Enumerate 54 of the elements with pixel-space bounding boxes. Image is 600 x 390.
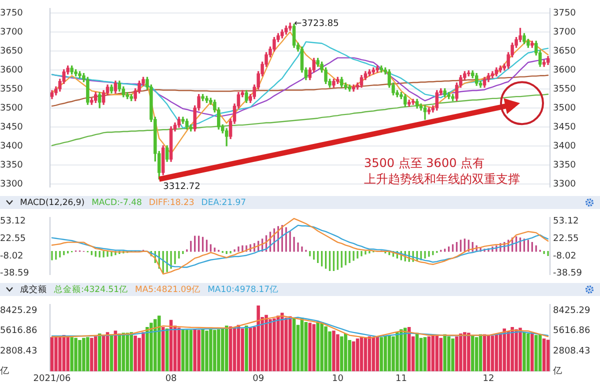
y-tick-label: 3350	[0, 160, 24, 170]
y-tick-label: 3600	[0, 65, 24, 76]
y-tick-label: 3650	[0, 46, 24, 56]
y2-tick-label: 2808.43	[553, 346, 590, 356]
y-tick-label: 3400	[0, 141, 24, 152]
y-tick-label: 3750	[0, 8, 24, 18]
chart-title: MACD(12,26,9)	[20, 198, 85, 208]
x-tick-label: 10	[332, 374, 344, 384]
y-tick-label: 亿	[0, 366, 9, 377]
x-tick-label: 2021/06	[33, 374, 71, 384]
y-tick-label: 3300	[0, 179, 24, 190]
y-tick-label: 5616.86	[0, 326, 38, 336]
y2-tick-label: 3500	[553, 103, 576, 114]
y2-tick-label: 3650	[553, 46, 576, 56]
y2-tick-label: -8.02	[553, 251, 576, 262]
y-tick-label: 3450	[0, 122, 24, 132]
x-tick-label: 09	[252, 374, 264, 384]
x-tick-label: 11	[395, 374, 407, 384]
y2-tick-label: 8425.29	[553, 306, 590, 316]
y2-tick-label: 3600	[553, 65, 576, 76]
annotation: ←3723.85	[294, 19, 339, 30]
y2-tick-label: 22.55	[553, 234, 579, 244]
y-tick-label: 53.12	[0, 216, 26, 227]
y2-tick-label: 3350	[553, 160, 576, 170]
y-tick-label: 3550	[0, 84, 24, 94]
text: 总金额:4324.51亿	[54, 284, 128, 296]
y-tick-label: 3500	[0, 103, 24, 114]
annotation: 上升趋势线和年线的双重支撑	[364, 172, 520, 186]
x-tick-label: 08	[165, 374, 178, 384]
y-tick-label: -38.59	[0, 268, 30, 279]
y2-tick-label: 亿	[552, 366, 562, 377]
y2-tick-label: 53.12	[553, 216, 579, 227]
y-tick-label: 22.55	[0, 234, 26, 244]
y2-tick-label: 3700	[553, 27, 576, 38]
text: MA5:4821.09亿	[135, 284, 201, 296]
y-tick-label: 3700	[0, 27, 24, 38]
annotation: 3312.72	[163, 182, 200, 192]
y-tick-label: -8.02	[0, 251, 24, 262]
y-tick-label: 2808.43	[0, 346, 38, 356]
text: DEA:21.97	[201, 198, 246, 208]
y2-tick-label: 5616.86	[553, 326, 590, 336]
chart-title: 成交额	[20, 284, 47, 296]
annotation: 3500 点至 3600 点有	[364, 156, 485, 170]
x-tick-label: 12	[482, 374, 494, 384]
y2-tick-label: 3300	[553, 179, 576, 190]
text: MACD:-7.48	[92, 198, 142, 208]
text: MA10:4978.17亿	[208, 284, 279, 296]
y2-tick-label: 3550	[553, 84, 576, 94]
y2-tick-label: 3400	[553, 141, 576, 152]
y2-tick-label: -38.59	[553, 268, 582, 279]
text: DIFF:18.23	[148, 198, 194, 208]
y-tick-label: 8425.29	[0, 306, 38, 316]
y2-tick-label: 3450	[553, 122, 576, 132]
y2-tick-label: 3750	[553, 8, 576, 18]
